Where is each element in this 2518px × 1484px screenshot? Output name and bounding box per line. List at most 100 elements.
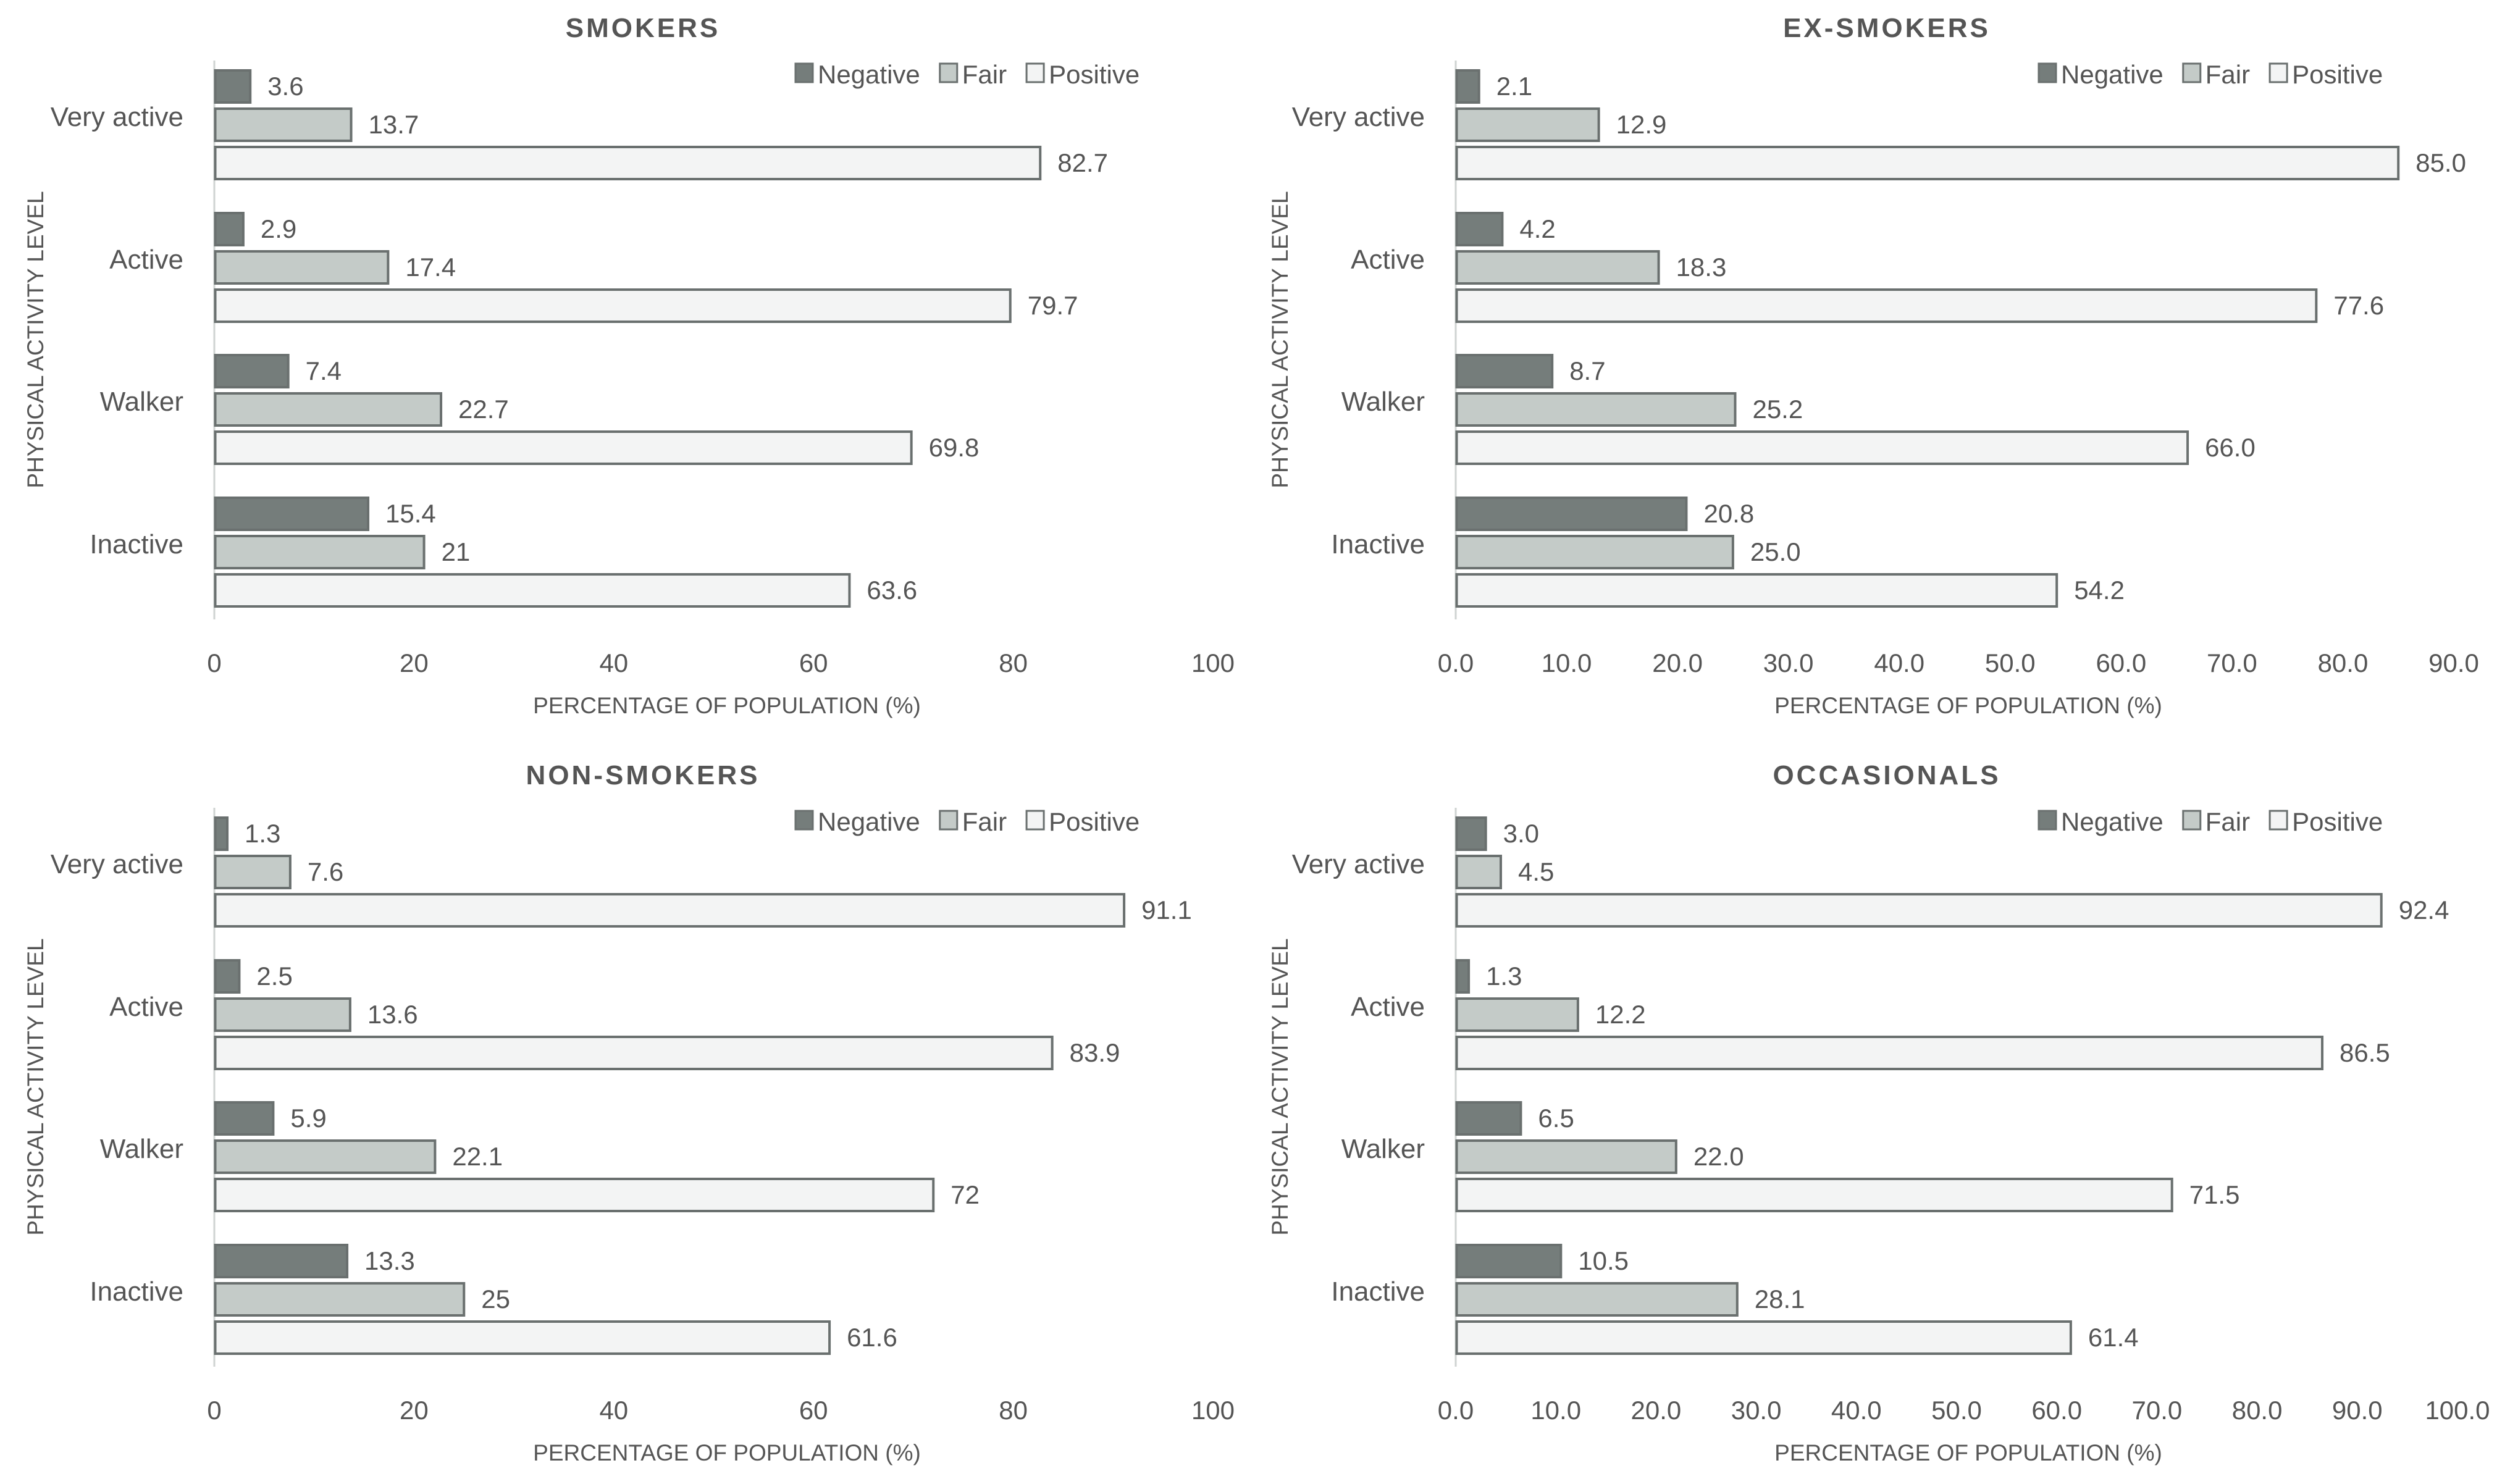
x-tick-label: 0.0 (1438, 648, 1474, 677)
bar-negative-inactive (214, 1244, 349, 1278)
data-label-fair-walker: 22.7 (458, 395, 509, 424)
x-tick-label: 30.0 (1763, 648, 1814, 677)
x-tick-label: 20 (400, 648, 429, 677)
legend-swatch-positive (2268, 810, 2288, 831)
data-label-positive-very-active: 82.7 (1057, 148, 1108, 177)
bar-positive-walker (1455, 1178, 2173, 1212)
data-label-positive-inactive: 54.2 (2074, 576, 2125, 605)
legend-label-positive: Positive (1049, 60, 1139, 89)
category-label-walker: Walker (1341, 1134, 1425, 1164)
data-label-negative-very-active: 2.1 (1496, 72, 1532, 101)
bar-fair-very-active (1455, 855, 1502, 889)
data-label-negative-active: 2.9 (261, 214, 296, 243)
panel-smokers: SMOKERS PHYSICAL ACTIVITY LEVEL Negative Fa… (23, 13, 1235, 718)
category-label-very-active: Very active (1292, 102, 1425, 132)
panel-title: NON-SMOKERS (526, 760, 760, 790)
bar-fair-walker (1455, 1139, 1677, 1174)
legend-label-negative: Negative (2061, 807, 2163, 836)
bar-positive-inactive (1455, 1320, 2072, 1355)
data-label-fair-inactive: 25.0 (1750, 537, 1801, 566)
data-label-negative-active: 4.2 (1519, 214, 1555, 243)
legend-label-positive: Positive (2292, 807, 2383, 836)
data-label-positive-walker: 71.5 (2189, 1180, 2240, 1209)
panel-title: SMOKERS (566, 13, 720, 43)
x-tick-label: 80 (999, 648, 1028, 677)
data-label-fair-active: 17.4 (405, 253, 456, 282)
bar-negative-active (1455, 959, 1471, 994)
category-label-inactive: Inactive (1331, 1276, 1425, 1307)
bar-fair-very-active (214, 107, 353, 142)
y-axis-title: PHYSICAL ACTIVITY LEVEL (1267, 191, 1293, 488)
bar-negative-very-active (214, 69, 252, 104)
category-label-active: Active (1351, 245, 1425, 275)
bar-fair-walker (214, 392, 443, 427)
data-label-negative-inactive: 15.4 (385, 499, 436, 528)
legend-swatch-negative (2037, 62, 2057, 83)
legend-label-fair: Fair (962, 807, 1007, 836)
legend-label-fair: Fair (2205, 60, 2250, 89)
bar-fair-walker (1455, 392, 1737, 427)
bar-negative-inactive (214, 497, 370, 531)
bar-positive-active (214, 1036, 1054, 1070)
x-tick-label: 10.0 (1542, 648, 1592, 677)
data-label-positive-active: 79.7 (1028, 291, 1078, 320)
bar-fair-walker (214, 1139, 437, 1174)
bar-positive-walker (214, 430, 913, 465)
x-tick-label: 60.0 (2096, 648, 2146, 677)
x-tick-label: 80.0 (2232, 1396, 2283, 1425)
y-axis-title: PHYSICAL ACTIVITY LEVEL (1267, 938, 1293, 1235)
legend-label-fair: Fair (962, 60, 1007, 89)
data-label-fair-inactive: 25 (481, 1285, 510, 1314)
data-label-negative-inactive: 13.3 (364, 1246, 415, 1275)
legend-swatch-negative (2037, 810, 2057, 831)
bar-fair-active (1455, 997, 1579, 1032)
x-tick-label: 20 (400, 1396, 429, 1425)
category-label-very-active: Very active (1292, 849, 1425, 879)
x-tick-label: 90.0 (2332, 1396, 2383, 1425)
panel-ex-smokers: EX-SMOKERS PHYSICAL ACTIVITY LEVEL Negativ… (1267, 13, 2479, 718)
x-tick-label: 70.0 (2132, 1396, 2183, 1425)
x-tick-label: 10.0 (1530, 1396, 1581, 1425)
bar-negative-walker (214, 354, 290, 388)
bar-negative-active (1455, 212, 1504, 246)
x-tick-label: 60 (799, 1396, 828, 1425)
x-tick-label: 20.0 (1631, 1396, 1682, 1425)
panel-title: OCCASIONALS (1773, 760, 2000, 790)
legend-swatch-positive (1025, 62, 1045, 83)
bar-negative-active (214, 212, 245, 246)
x-tick-label: 50.0 (1931, 1396, 1982, 1425)
x-tick-label: 0 (207, 648, 221, 677)
bar-positive-inactive (1455, 573, 2058, 608)
data-label-fair-very-active: 12.9 (1616, 110, 1667, 139)
x-tick-label: 100 (1191, 648, 1235, 677)
bar-fair-inactive (1455, 535, 1734, 569)
bar-negative-walker (214, 1101, 275, 1136)
x-tick-label: 70.0 (2207, 648, 2257, 677)
bar-negative-inactive (1455, 1244, 1563, 1278)
legend-swatch-positive (2268, 62, 2288, 83)
y-axis-title: PHYSICAL ACTIVITY LEVEL (23, 938, 48, 1235)
bar-positive-inactive (214, 1320, 831, 1355)
x-tick-label: 40.0 (1874, 648, 1924, 677)
x-axis-title: PERCENTAGE OF POPULATION (%) (1774, 693, 2162, 718)
data-label-positive-very-active: 92.4 (2399, 895, 2449, 924)
bar-positive-very-active (1455, 893, 2383, 928)
data-label-fair-walker: 22.0 (1693, 1142, 1744, 1171)
x-tick-label: 50.0 (1985, 648, 2036, 677)
x-tick-label: 40 (599, 648, 628, 677)
legend-swatch-fair (2182, 810, 2202, 831)
legend-swatch-negative (794, 810, 814, 831)
legend-swatch-fair (939, 62, 959, 83)
category-label-walker: Walker (1341, 387, 1425, 417)
legend-label-negative: Negative (818, 807, 920, 836)
data-label-fair-walker: 22.1 (452, 1142, 503, 1171)
data-label-positive-very-active: 85.0 (2415, 148, 2466, 177)
category-label-very-active: Very active (51, 102, 183, 132)
bar-positive-very-active (1455, 146, 2400, 180)
legend-label-negative: Negative (2061, 60, 2163, 89)
category-label-walker: Walker (100, 1134, 183, 1164)
bar-negative-walker (1455, 1101, 1522, 1136)
data-label-fair-active: 12.2 (1595, 1000, 1646, 1029)
data-label-negative-inactive: 10.5 (1578, 1246, 1629, 1275)
x-tick-label: 0 (207, 1396, 221, 1425)
